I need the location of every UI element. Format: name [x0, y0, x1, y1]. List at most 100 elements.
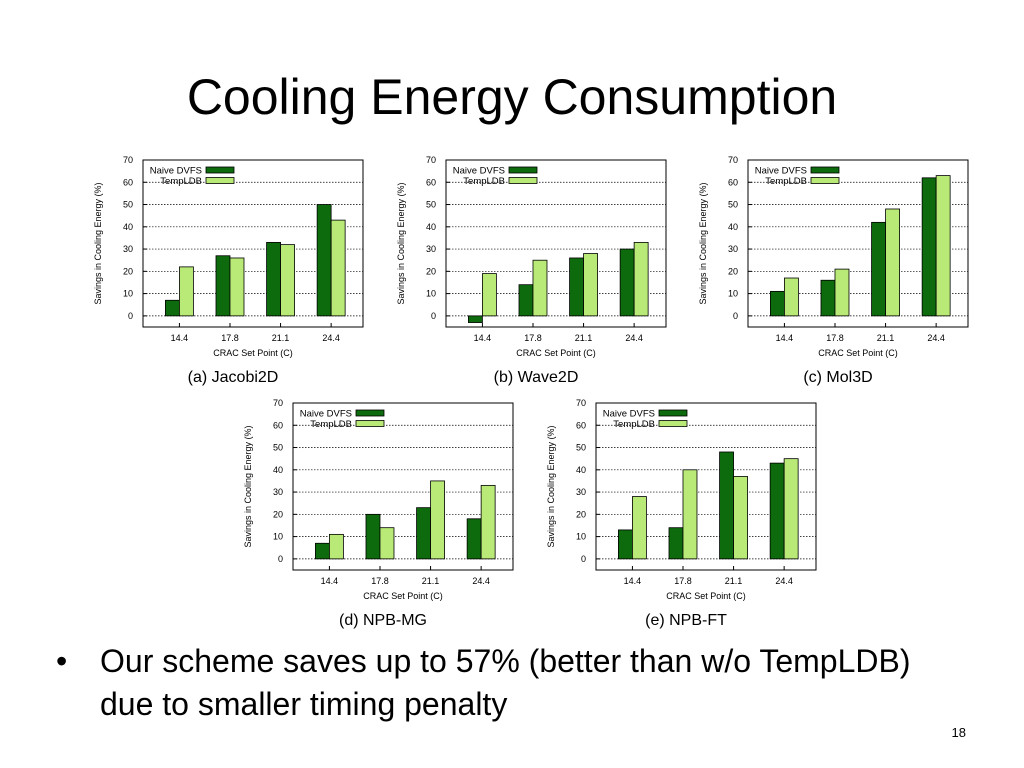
- chart-caption: (d) NPB-MG: [339, 612, 427, 629]
- bar-naive-dvfs: [668, 527, 684, 560]
- legend-swatch-naive-dvfs: [810, 166, 840, 174]
- y-tick-label: 50: [273, 443, 283, 453]
- bar-naive-dvfs: [316, 204, 332, 317]
- bar-templdb: [280, 244, 295, 317]
- bar-templdb: [784, 277, 799, 317]
- bar-naive-dvfs: [416, 507, 431, 560]
- y-tick-label: 10: [728, 289, 738, 299]
- x-tick-label: 24.4: [322, 333, 340, 343]
- x-tick-label: 24.4: [775, 576, 793, 586]
- bar-templdb: [783, 458, 799, 560]
- bar-templdb: [482, 273, 497, 317]
- x-tick-label: 24.4: [472, 576, 490, 586]
- legend-swatch-naive-dvfs: [205, 166, 235, 174]
- y-tick-label: 40: [426, 222, 436, 232]
- y-tick-label: 10: [123, 289, 133, 299]
- bar-naive-dvfs: [518, 284, 534, 317]
- bar-templdb: [329, 533, 344, 560]
- legend-label: TempLDB: [613, 419, 655, 430]
- bar-naive-dvfs: [165, 299, 180, 317]
- legend-label: TempLDB: [310, 419, 352, 430]
- chart-caption: (c) Mol3D: [803, 369, 872, 386]
- y-tick-label: 70: [728, 155, 738, 165]
- y-tick-label: 20: [576, 509, 586, 519]
- y-tick-label: 0: [581, 554, 586, 564]
- x-axis-label: CRAC Set Point (C): [516, 348, 596, 358]
- x-tick-label: 14.4: [321, 576, 339, 586]
- bar-templdb: [834, 268, 850, 317]
- bar-templdb: [682, 469, 698, 560]
- bar-naive-dvfs: [466, 518, 482, 560]
- legend-label: TempLDB: [765, 176, 807, 187]
- x-tick-label: 14.4: [624, 576, 642, 586]
- bar-templdb: [229, 257, 245, 317]
- legend-swatch-templdb: [508, 177, 538, 184]
- x-tick-label: 14.4: [171, 333, 189, 343]
- bar-templdb: [935, 175, 951, 317]
- x-tick-label: 17.8: [674, 576, 692, 586]
- y-tick-label: 30: [728, 244, 738, 254]
- bar-templdb: [179, 266, 194, 317]
- y-tick-label: 60: [728, 177, 738, 187]
- bar-naive-dvfs: [719, 451, 734, 560]
- y-tick-label: 0: [431, 311, 436, 321]
- bar-naive-dvfs: [619, 248, 635, 317]
- x-axis-label: CRAC Set Point (C): [363, 591, 443, 601]
- bar-naive-dvfs: [365, 513, 381, 560]
- bar-templdb: [379, 527, 395, 560]
- y-tick-label: 60: [273, 420, 283, 430]
- y-tick-label: 40: [576, 465, 586, 475]
- bullet-text: Our scheme saves up to 57% (better than …: [100, 643, 911, 722]
- y-tick-label: 0: [278, 554, 283, 564]
- bar-naive-dvfs: [569, 257, 584, 317]
- y-tick-label: 60: [426, 177, 436, 187]
- y-tick-label: 70: [426, 155, 436, 165]
- y-tick-label: 30: [426, 244, 436, 254]
- bar-naive-dvfs: [820, 279, 836, 317]
- plot-frame: [747, 159, 969, 328]
- x-tick-label: 21.1: [575, 333, 593, 343]
- y-tick-label: 20: [728, 266, 738, 276]
- bar-templdb: [733, 476, 748, 560]
- legend-label: Naive DVFS: [603, 409, 655, 420]
- y-axis-label: Savings in Cooling Energy (%): [93, 182, 103, 304]
- x-tick-label: 24.4: [927, 333, 945, 343]
- y-tick-label: 20: [273, 509, 283, 519]
- y-tick-label: 40: [123, 222, 133, 232]
- bar-templdb: [480, 484, 496, 560]
- y-tick-label: 30: [576, 487, 586, 497]
- chart-npb-ft: 0 10 20 30 40 50 60 70 14.4 17.8 21.1 24.4 CRAC Set …: [546, 398, 817, 629]
- x-tick-label: 21.1: [725, 576, 743, 586]
- plot-frame: [292, 402, 514, 571]
- legend-swatch-templdb: [658, 420, 688, 427]
- x-tick-label: 17.8: [826, 333, 844, 343]
- bar-naive-dvfs: [618, 529, 633, 560]
- chart-caption: (e) NPB-FT: [645, 612, 727, 629]
- legend-label: Naive DVFS: [150, 166, 202, 177]
- bar-naive-dvfs: [315, 542, 330, 560]
- legend-label: Naive DVFS: [453, 166, 505, 177]
- y-tick-label: 70: [576, 398, 586, 408]
- legend-label: Naive DVFS: [300, 409, 352, 420]
- plot-frame: [445, 159, 667, 328]
- bar-naive-dvfs: [769, 462, 785, 560]
- y-tick-label: 50: [576, 443, 586, 453]
- legend-swatch-templdb: [355, 420, 385, 427]
- x-tick-label: 17.8: [371, 576, 389, 586]
- y-tick-label: 0: [128, 311, 133, 321]
- bar-naive-dvfs: [921, 177, 937, 317]
- bar-templdb: [330, 219, 346, 317]
- y-tick-label: 50: [728, 200, 738, 210]
- x-tick-label: 21.1: [877, 333, 895, 343]
- x-axis-label: CRAC Set Point (C): [213, 348, 293, 358]
- y-tick-label: 40: [273, 465, 283, 475]
- y-tick-label: 10: [426, 289, 436, 299]
- y-axis-label: Savings in Cooling Energy (%): [546, 425, 556, 547]
- y-axis-label: Savings in Cooling Energy (%): [396, 182, 406, 304]
- chart-caption: (b) Wave2D: [494, 369, 579, 386]
- bar-templdb: [632, 496, 647, 560]
- slide-title: Cooling Energy Consumption: [186, 69, 838, 125]
- y-tick-label: 40: [728, 222, 738, 232]
- x-tick-label: 21.1: [422, 576, 440, 586]
- y-tick-label: 10: [576, 532, 586, 542]
